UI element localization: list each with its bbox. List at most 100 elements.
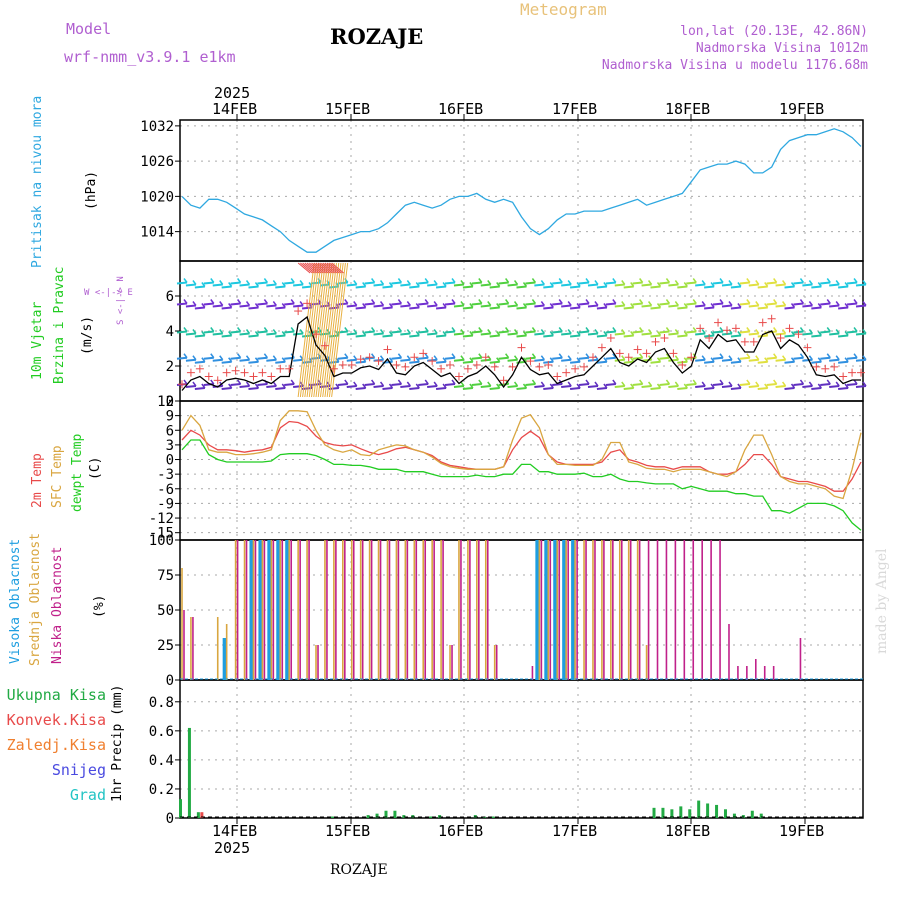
wind-barb	[862, 329, 867, 334]
wind-barb	[290, 299, 295, 304]
wind-barb	[281, 383, 286, 389]
y-tick-label: 3	[166, 438, 174, 454]
wind-barb	[257, 383, 268, 386]
wind-hatch	[308, 262, 322, 274]
wind-barb	[838, 387, 849, 390]
wind-barb	[284, 330, 295, 334]
wind-barb	[748, 385, 759, 388]
wind-barb	[746, 278, 751, 283]
wind-hatch	[320, 262, 333, 274]
wind-barb	[337, 383, 348, 386]
wind-barb	[185, 283, 197, 287]
wind-barb	[692, 299, 697, 304]
wind-barb	[480, 385, 491, 388]
wind-barb	[757, 306, 768, 310]
wind-barb	[505, 327, 510, 332]
wind-barb	[826, 327, 831, 332]
wind-barb	[621, 301, 626, 306]
wind-barb	[781, 301, 787, 306]
wind-barb	[739, 356, 750, 360]
bottom-axis-date: 18FEB	[665, 822, 711, 840]
wind-barb	[406, 329, 411, 334]
top-axis-date: 16FEB	[438, 100, 484, 118]
wind-barb	[272, 280, 277, 285]
wind-barb	[210, 327, 215, 332]
wind-barb	[855, 304, 867, 308]
precip-bar-total	[187, 727, 191, 818]
y-tick-label: -9	[157, 496, 174, 512]
wind-barb	[513, 381, 519, 387]
wind-barb	[585, 278, 590, 283]
wind-barb	[656, 282, 662, 287]
precip-bar-total	[179, 799, 182, 818]
wind-barb	[641, 385, 652, 388]
wind-barb	[552, 281, 563, 285]
wind-barb	[379, 301, 385, 306]
wind-barb	[561, 332, 572, 336]
wind-barb	[371, 299, 376, 304]
wind-barb	[299, 280, 304, 285]
wind-barb	[692, 327, 697, 332]
wind-barb	[567, 329, 572, 334]
wind-barb	[748, 332, 759, 336]
elevation-label: Nadmorska Visina 1012m	[695, 41, 868, 56]
wind-barb	[668, 332, 679, 336]
wind-barb	[513, 280, 519, 285]
wind-barb	[630, 331, 635, 336]
wind-barb	[442, 282, 447, 287]
wind-barb	[522, 282, 528, 287]
wind-barb	[353, 301, 358, 306]
wind-barb	[266, 283, 277, 287]
precip-bar-total	[750, 810, 754, 818]
wind-hatch	[302, 262, 315, 274]
wind-hatch	[331, 262, 344, 274]
wind-barb	[712, 302, 724, 306]
precip-bar-total	[393, 810, 397, 818]
wind-barb	[397, 327, 403, 332]
wind-hatch	[304, 262, 318, 274]
wind-barb	[272, 355, 277, 361]
wind-barb	[254, 357, 260, 363]
wind-barb	[364, 302, 375, 306]
wind-barb	[784, 334, 795, 338]
y-tick-label: 100	[149, 533, 174, 549]
precip-bar-total	[732, 813, 736, 818]
wind-barb	[275, 334, 286, 338]
wind-barb	[183, 353, 188, 359]
wind-barb	[585, 299, 590, 304]
wind-barb	[219, 280, 224, 285]
wind-barb	[781, 329, 787, 334]
wind-barb	[802, 283, 813, 287]
wind-barb	[487, 329, 492, 334]
wind-barb	[811, 360, 822, 364]
wind-barb	[695, 304, 706, 308]
wind-barb	[578, 330, 590, 334]
wind-barb	[496, 303, 501, 308]
wind-barb	[784, 387, 795, 390]
wind-barb	[558, 278, 563, 283]
wind-barb	[802, 385, 813, 388]
wind-barb	[748, 283, 759, 287]
wind-barb	[427, 283, 438, 287]
wind-barb	[275, 387, 286, 390]
wind-barb	[293, 332, 304, 336]
wind-barb	[415, 303, 420, 308]
wind-barb	[656, 383, 662, 389]
wind-barb	[460, 355, 465, 361]
wind-barb	[721, 385, 733, 388]
wind-barb	[558, 327, 563, 332]
wind-barb	[844, 303, 849, 308]
wind-barb	[623, 334, 634, 338]
wind-barb	[344, 353, 349, 359]
series-line	[181, 315, 861, 391]
wind-barb	[346, 358, 357, 362]
precip-bar-total	[366, 815, 370, 818]
wind-barb	[400, 332, 411, 336]
wind-barb	[453, 358, 465, 362]
wind-barb	[237, 379, 242, 385]
wind-barb	[668, 283, 679, 287]
wind-barb	[755, 301, 760, 306]
wind-barb	[228, 383, 233, 389]
wind-barb	[784, 285, 795, 289]
